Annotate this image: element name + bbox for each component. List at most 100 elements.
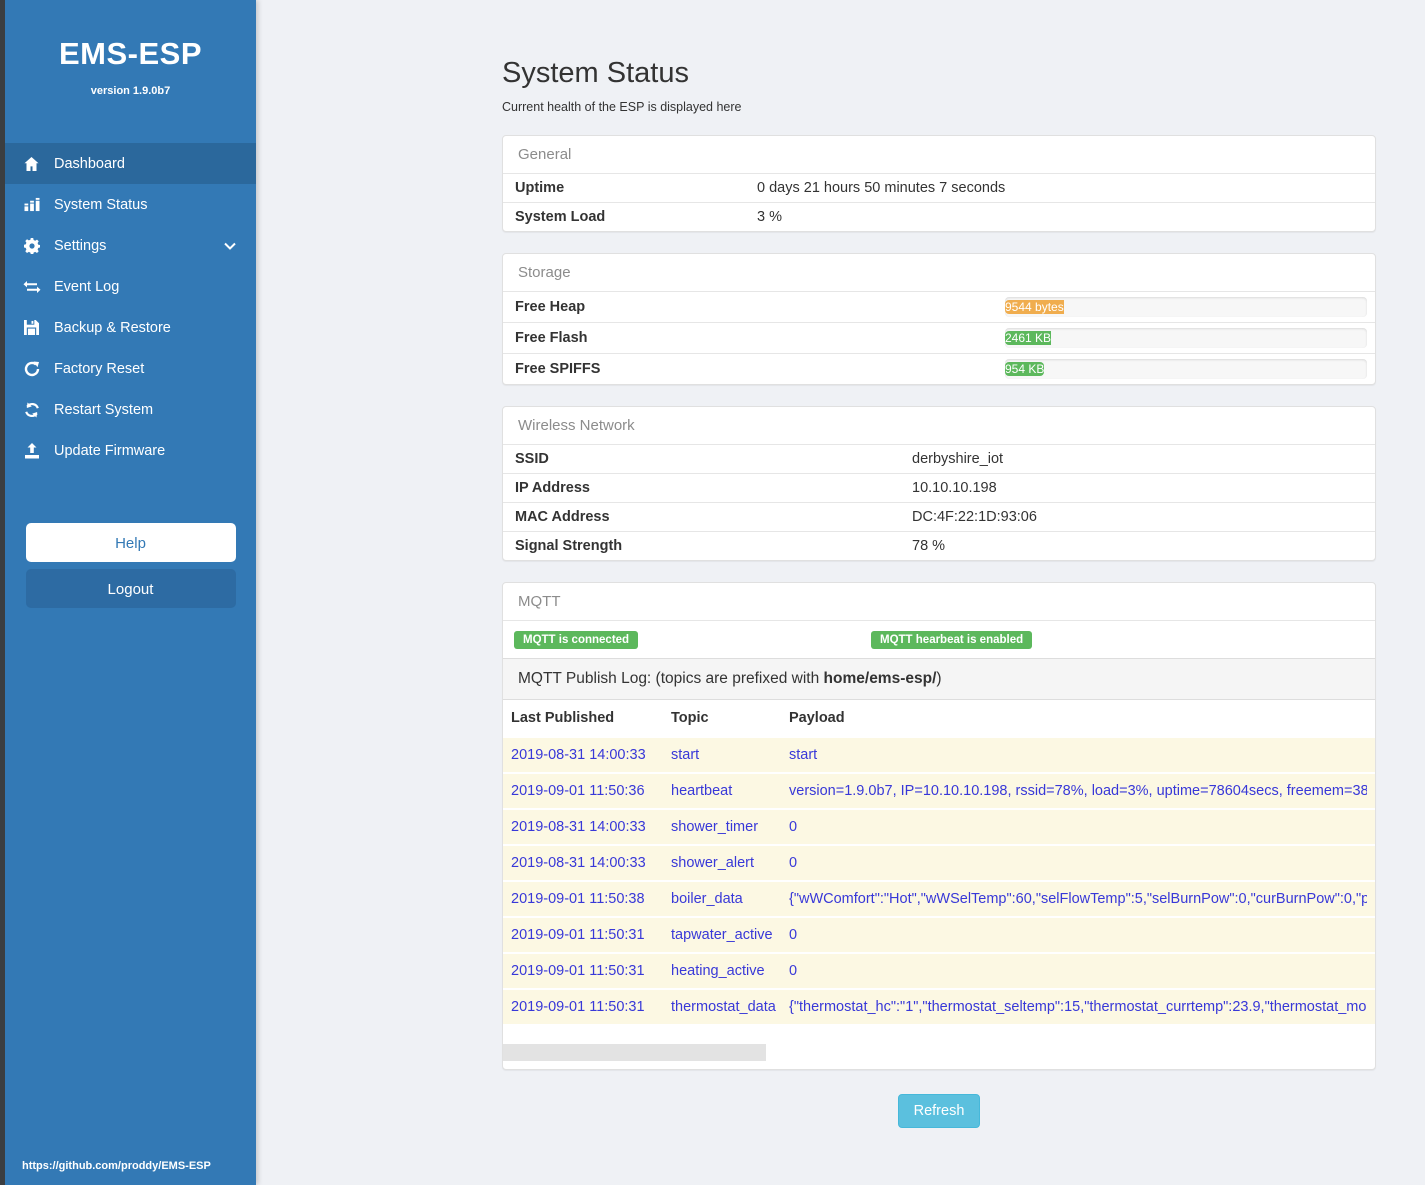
system-load-value: 3 % bbox=[757, 209, 782, 225]
ip-address-row: IP Address 10.10.10.198 bbox=[503, 473, 1375, 502]
uptime-value: 0 days 21 hours 50 minutes 7 seconds bbox=[757, 180, 1006, 196]
page-title: System Status bbox=[502, 57, 689, 89]
col-topic: Topic bbox=[671, 710, 709, 726]
main-area: System Status Current health of the ESP … bbox=[256, 0, 1425, 1185]
sidebar-item-label: Backup & Restore bbox=[54, 319, 171, 336]
log-payload: start bbox=[789, 747, 818, 763]
sidebar-item-label: Update Firmware bbox=[54, 442, 166, 459]
signal-strength-label: Signal Strength bbox=[515, 538, 623, 554]
mqtt-log-row: 2019-09-01 11:50:31 tapwater_active 0 bbox=[503, 916, 1375, 952]
help-button[interactable]: Help bbox=[25, 523, 236, 562]
mqtt-log-row: 2019-09-01 11:50:36 heartbeat version=1.… bbox=[503, 772, 1375, 808]
mqtt-log-row: 2019-09-01 11:50:31 heating_active 0 bbox=[503, 952, 1375, 988]
mqtt-heartbeat-badge: MQTT hearbeat is enabled bbox=[871, 631, 1033, 649]
window-edge bbox=[0, 0, 5, 1185]
publish-log-text-end: ) bbox=[936, 670, 942, 687]
log-spacer bbox=[503, 1024, 1375, 1044]
ip-address-value: 10.10.10.198 bbox=[912, 480, 997, 496]
log-topic: tapwater_active bbox=[671, 927, 773, 943]
signal-strength-value: 78 % bbox=[912, 538, 946, 554]
ssid-label: SSID bbox=[515, 451, 549, 467]
home-icon bbox=[22, 155, 41, 172]
log-timestamp: 2019-09-01 11:50:31 bbox=[511, 999, 645, 1015]
general-panel-heading: General bbox=[518, 146, 572, 163]
col-payload: Payload bbox=[789, 710, 845, 726]
wireless-panel: Wireless Network SSID derbyshire_iot IP … bbox=[502, 406, 1376, 561]
mqtt-log-header: Last Published Topic Payload bbox=[503, 700, 1375, 736]
sidebar-item-label: Settings bbox=[54, 237, 107, 254]
chevron-down-icon bbox=[224, 242, 236, 250]
free-heap-label: Free Heap bbox=[515, 299, 586, 315]
wireless-panel-heading: Wireless Network bbox=[518, 417, 635, 434]
system-load-row: System Load 3 % bbox=[503, 202, 1375, 231]
mqtt-log-row: 2019-09-01 11:50:38 boiler_data {"wWComf… bbox=[503, 880, 1375, 916]
sidebar-item-label: Event Log bbox=[54, 278, 120, 295]
horizontal-scrollbar[interactable] bbox=[503, 1044, 1375, 1061]
sidebar-nav: Dashboard System Status Settings bbox=[5, 143, 256, 471]
free-spiffs-row: Free SPIFFS 954 KB bbox=[503, 353, 1375, 384]
sidebar-item-system-status[interactable]: System Status bbox=[5, 184, 256, 225]
sidebar-item-event-log[interactable]: Event Log bbox=[5, 266, 256, 307]
sidebar-item-restart-system[interactable]: Restart System bbox=[5, 389, 256, 430]
github-link[interactable]: https://github.com/proddy/EMS-ESP bbox=[22, 1160, 211, 1172]
log-timestamp: 2019-08-31 14:00:33 bbox=[511, 855, 646, 871]
logout-button[interactable]: Logout bbox=[25, 569, 236, 608]
mqtt-panel-heading: MQTT bbox=[518, 593, 561, 610]
mqtt-log-row: 2019-09-01 11:50:31 thermostat_data {"th… bbox=[503, 988, 1375, 1024]
free-spiffs-progress-track: 954 KB bbox=[1005, 359, 1367, 379]
refresh-button[interactable]: Refresh bbox=[897, 1094, 981, 1128]
free-heap-progress-bar: 9544 bytes bbox=[1005, 300, 1064, 314]
storage-panel: Storage Free Heap 9544 bytes Free Flash … bbox=[502, 253, 1376, 385]
upload-icon bbox=[22, 442, 41, 459]
mqtt-panel: MQTT MQTT is connected MQTT hearbeat is … bbox=[502, 582, 1376, 1070]
log-payload: 0 bbox=[789, 819, 798, 835]
free-heap-row: Free Heap 9544 bytes bbox=[503, 291, 1375, 322]
signal-strength-row: Signal Strength 78 % bbox=[503, 531, 1375, 560]
free-flash-progress-bar: 2461 KB bbox=[1005, 331, 1052, 345]
free-flash-label: Free Flash bbox=[515, 330, 588, 346]
free-spiffs-label: Free SPIFFS bbox=[515, 361, 601, 377]
log-payload: 0 bbox=[789, 927, 798, 943]
log-timestamp: 2019-09-01 11:50:38 bbox=[511, 891, 645, 907]
log-payload: version=1.9.0b7, IP=10.10.10.198, rssid=… bbox=[789, 783, 1367, 799]
log-topic: start bbox=[671, 747, 700, 763]
log-timestamp: 2019-09-01 11:50:36 bbox=[511, 783, 645, 799]
sidebar-item-label: Restart System bbox=[54, 401, 154, 418]
horizontal-scrollbar-thumb[interactable] bbox=[503, 1044, 766, 1061]
publish-log-topic-prefix: home/ems-esp/ bbox=[823, 670, 937, 687]
bar-chart-icon bbox=[22, 196, 41, 213]
sidebar-item-label: Factory Reset bbox=[54, 360, 145, 377]
mac-address-row: MAC Address DC:4F:22:1D:93:06 bbox=[503, 502, 1375, 531]
log-topic: thermostat_data bbox=[671, 999, 776, 1015]
mac-address-label: MAC Address bbox=[515, 509, 610, 525]
sidebar-item-label: Dashboard bbox=[54, 155, 125, 172]
uptime-row: Uptime 0 days 21 hours 50 minutes 7 seco… bbox=[503, 173, 1375, 202]
col-last-published: Last Published bbox=[511, 710, 615, 726]
log-payload: 0 bbox=[789, 963, 798, 979]
sidebar-item-update-firmware[interactable]: Update Firmware bbox=[5, 430, 256, 471]
log-topic: heartbeat bbox=[671, 783, 733, 799]
mqtt-log-row: 2019-08-31 14:00:33 start start bbox=[503, 736, 1375, 772]
mac-address-value: DC:4F:22:1D:93:06 bbox=[912, 509, 1037, 525]
ip-address-label: IP Address bbox=[515, 480, 590, 496]
storage-panel-heading: Storage bbox=[518, 264, 571, 281]
mqtt-connected-badge: MQTT is connected bbox=[514, 631, 639, 649]
sidebar-item-factory-reset[interactable]: Factory Reset bbox=[5, 348, 256, 389]
log-topic: boiler_data bbox=[671, 891, 743, 907]
log-payload: 0 bbox=[789, 855, 798, 871]
sidebar: EMS-ESP version 1.9.0b7 Dashboard System… bbox=[5, 0, 256, 1185]
mqtt-log-row: 2019-08-31 14:00:33 shower_alert 0 bbox=[503, 844, 1375, 880]
free-heap-progress-track: 9544 bytes bbox=[1005, 297, 1367, 317]
save-icon bbox=[22, 319, 41, 336]
ssid-value: derbyshire_iot bbox=[912, 451, 1004, 467]
log-payload: {"thermostat_hc":"1","thermostat_seltemp… bbox=[789, 999, 1367, 1015]
sidebar-item-settings[interactable]: Settings bbox=[5, 225, 256, 266]
sidebar-item-dashboard[interactable]: Dashboard bbox=[5, 143, 256, 184]
free-flash-row: Free Flash 2461 KB bbox=[503, 322, 1375, 353]
rotate-right-icon bbox=[22, 360, 41, 377]
sidebar-item-backup-restore[interactable]: Backup & Restore bbox=[5, 307, 256, 348]
system-load-label: System Load bbox=[515, 209, 606, 225]
free-spiffs-progress-bar: 954 KB bbox=[1005, 362, 1045, 376]
log-timestamp: 2019-08-31 14:00:33 bbox=[511, 819, 646, 835]
uptime-label: Uptime bbox=[515, 180, 565, 196]
